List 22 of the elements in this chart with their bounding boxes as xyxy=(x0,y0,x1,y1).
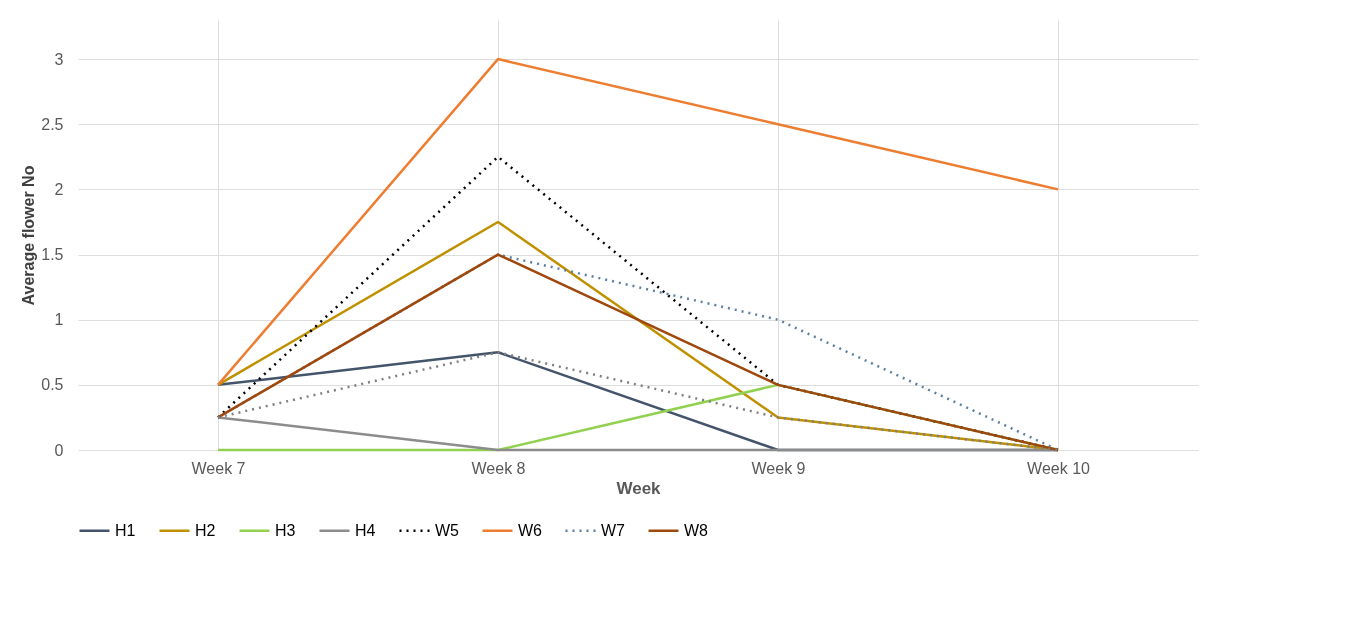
x-tick-label: Week 10 xyxy=(1027,459,1091,477)
x-tick-label: Week 8 xyxy=(471,459,526,477)
legend-label: W6 xyxy=(518,521,543,539)
y-tick-label: 0.5 xyxy=(41,376,64,394)
x-tick-label: Week 7 xyxy=(191,459,246,477)
y-tick-label: 1.5 xyxy=(41,246,64,264)
legend-label: W5 xyxy=(435,521,460,539)
legend-label: H1 xyxy=(115,521,136,539)
y-tick-label: 1 xyxy=(54,311,64,329)
legend-label: W8 xyxy=(684,521,709,539)
y-tick-label: 0 xyxy=(54,441,64,459)
legend-label: H2 xyxy=(195,521,216,539)
y-tick-label: 2 xyxy=(54,180,64,198)
x-axis-title: Week xyxy=(616,478,662,498)
y-tick-label: 3 xyxy=(54,50,64,68)
line-series xyxy=(216,57,1060,387)
legend-label: H3 xyxy=(275,521,296,539)
y-tick-label: 2.5 xyxy=(41,115,64,133)
x-tick-label: Week 9 xyxy=(751,459,806,477)
legend-label: W7 xyxy=(601,521,626,539)
legend-label: H4 xyxy=(355,521,376,539)
y-axis-title: Average flower No xyxy=(20,165,38,306)
